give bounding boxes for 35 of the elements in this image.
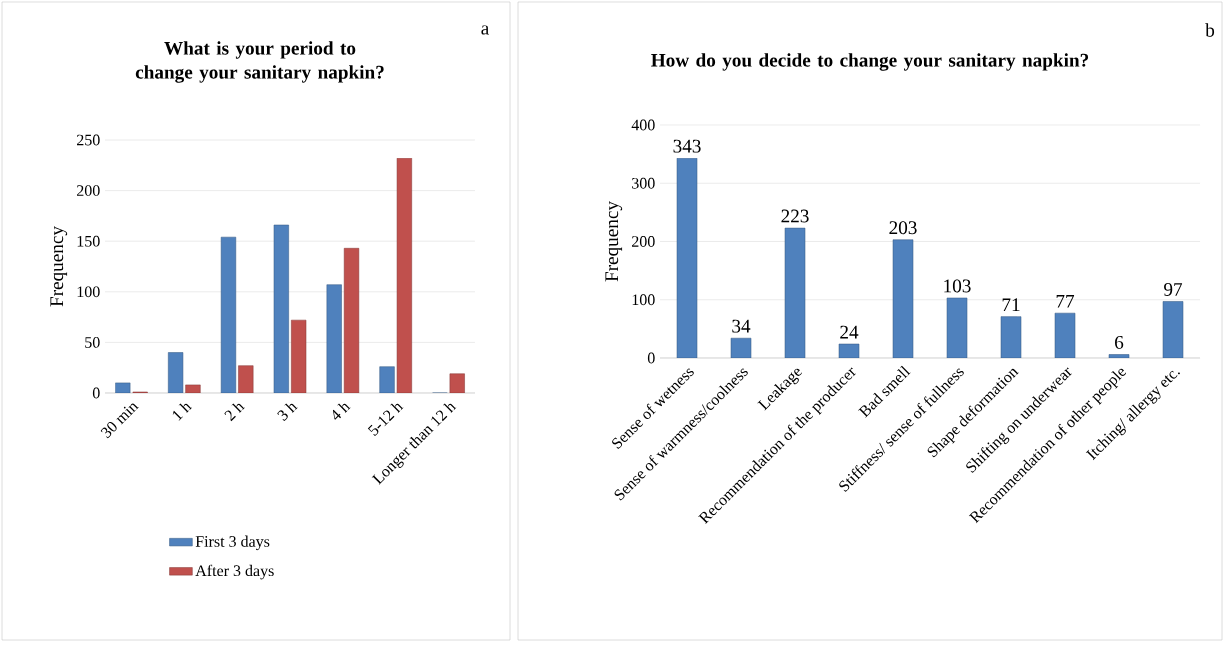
data-label: 77 (1056, 294, 1075, 308)
data-label: 6 (1115, 336, 1124, 349)
data-label: 223 (781, 209, 809, 223)
y-tick-label: 0 (647, 352, 655, 364)
x-tick-label: 30 min (100, 403, 139, 439)
data-label: 203 (889, 221, 917, 235)
data-label: 343 (673, 139, 701, 153)
data-label: 103 (944, 279, 971, 293)
legend-label: First 3 days (195, 535, 270, 551)
y-axis-title: Frequency (50, 226, 68, 307)
data-label: 34 (732, 319, 751, 333)
data-label: 97 (1164, 282, 1183, 296)
y-tick-label: 300 (632, 177, 655, 189)
y-tick-label: 200 (632, 236, 655, 247)
y-tick-label: 200 (77, 185, 100, 196)
data-label: 24 (840, 325, 859, 339)
x-tick-label: 5-12 h (367, 403, 404, 436)
chart-title: How do you decide to change your sanitary napkin? (651, 53, 1089, 71)
y-axis-title: Frequency (605, 201, 623, 282)
text: b (1205, 23, 1215, 37)
y-tick-label: 400 (631, 119, 655, 131)
y-tick-label: 250 (77, 134, 100, 146)
x-tick-label: 4 h (332, 403, 351, 420)
y-tick-label: 100 (77, 286, 100, 298)
x-tick-label: 3 h (277, 403, 298, 421)
x-tick-label: 2 h (224, 403, 245, 422)
legend-label: After 3 days (195, 564, 274, 580)
y-tick-label: 150 (77, 235, 100, 247)
y-tick-label: 0 (92, 387, 100, 399)
y-tick-label: 100 (632, 294, 655, 306)
data-label: 71 (1002, 298, 1020, 312)
chart-title: What is your period to change your sanitary napkin? (135, 41, 384, 83)
x-tick-label: 1 h (172, 403, 192, 421)
text: a (481, 25, 490, 35)
y-tick-label: 50 (85, 337, 100, 348)
